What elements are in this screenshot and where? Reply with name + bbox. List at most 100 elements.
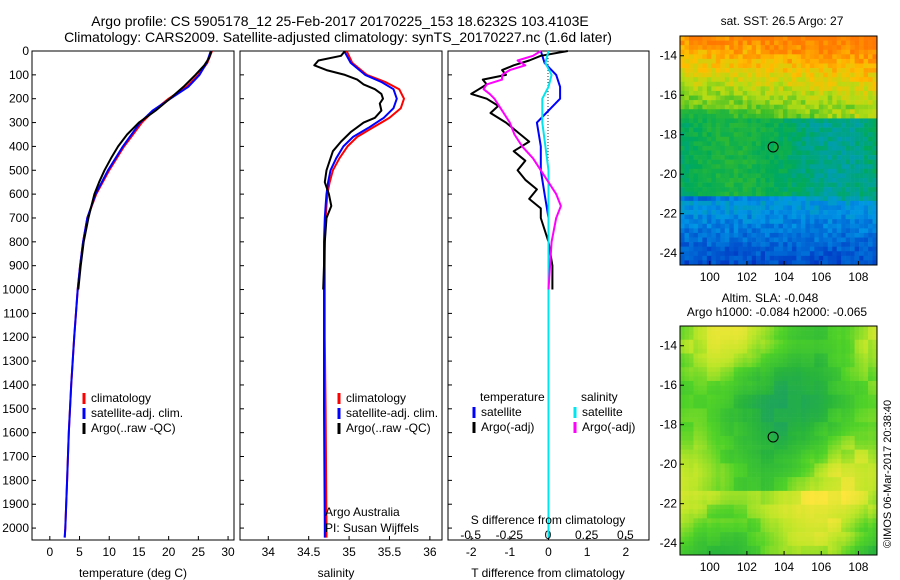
heatmap-cell <box>796 495 802 501</box>
heatmap-cell <box>680 367 685 373</box>
heatmap-cell <box>868 490 873 496</box>
heatmap-cell <box>818 232 824 238</box>
heatmap-cell <box>850 353 855 359</box>
heatmap-cell <box>805 486 811 492</box>
heatmap-cell <box>774 536 779 542</box>
heatmap-cell <box>782 426 788 432</box>
heatmap-cell <box>747 237 752 243</box>
heatmap-cell <box>706 380 712 386</box>
heatmap-cell <box>782 77 788 83</box>
heatmap-cell <box>868 440 873 446</box>
heatmap-cell <box>863 435 869 441</box>
heatmap-cell <box>782 237 788 243</box>
heatmap-cell <box>706 45 712 51</box>
heatmap-cell <box>850 260 855 266</box>
heatmap-cell <box>859 536 864 542</box>
heatmap-cell <box>778 504 784 510</box>
heatmap-cell <box>836 358 842 363</box>
heatmap-cell <box>854 68 860 73</box>
heatmap-cell <box>863 40 869 46</box>
heatmap-cell <box>778 251 784 257</box>
heatmap-cell <box>765 495 770 501</box>
figure-title-line1: Argo profile: CS 5905178_12 25-Feb-2017 … <box>91 13 588 29</box>
heatmap-cell <box>823 210 829 215</box>
heatmap-cell <box>859 385 864 391</box>
heatmap-cell <box>827 426 833 432</box>
heatmap-cell <box>729 123 735 128</box>
heatmap-cell <box>756 380 761 386</box>
heatmap-cell <box>765 155 770 160</box>
heatmap-cell <box>859 472 864 478</box>
heatmap-cell <box>818 376 824 382</box>
heatmap-cell <box>787 159 793 165</box>
heatmap-cell <box>809 454 815 460</box>
x-tick-label: 0 <box>46 545 53 559</box>
heatmap-cell <box>693 191 699 197</box>
heatmap-cell <box>769 72 775 78</box>
heatmap-cell <box>823 90 829 96</box>
heatmap-cell <box>800 36 806 41</box>
heatmap-cell <box>765 145 770 151</box>
heatmap-cell <box>796 536 802 542</box>
heatmap-cell <box>688 141 694 147</box>
heatmap-cell <box>827 449 833 455</box>
heatmap-cell <box>850 518 855 524</box>
heatmap-cell <box>791 403 797 409</box>
heatmap-cell <box>765 458 770 464</box>
heatmap-cell <box>684 49 690 55</box>
heatmap-cell <box>702 132 708 138</box>
heatmap-cell <box>706 36 712 41</box>
heatmap-cell <box>688 86 694 92</box>
heatmap-cell <box>868 196 873 202</box>
heatmap-cell <box>765 109 770 115</box>
heatmap-cell <box>818 509 824 515</box>
heatmap-cell <box>684 472 690 478</box>
heatmap-cell <box>742 255 748 261</box>
heatmap-cell <box>765 371 770 377</box>
heatmap-cell <box>724 353 730 359</box>
depth-axis: 0100200300400500600700800900100011001200… <box>2 44 36 535</box>
heatmap-cell <box>809 532 815 537</box>
heatmap-cell <box>724 463 730 469</box>
heatmap-cell <box>756 49 761 55</box>
heatmap-cell <box>733 68 739 73</box>
heatmap-cell <box>729 394 735 400</box>
heatmap-cell <box>738 155 743 160</box>
heatmap-cell <box>742 527 748 533</box>
heatmap-cell <box>850 45 855 51</box>
heatmap-cell <box>845 123 851 128</box>
heatmap-cell <box>688 123 694 128</box>
heatmap-cell <box>809 145 815 151</box>
heatmap-cell <box>751 187 757 193</box>
heatmap-cell <box>715 228 721 234</box>
heatmap-cell <box>751 339 757 345</box>
heatmap-cell <box>774 504 779 510</box>
heatmap-cell <box>796 132 802 138</box>
heatmap-cell <box>823 77 829 83</box>
heatmap-cell <box>729 196 735 202</box>
heatmap-cell <box>742 513 748 519</box>
heatmap-cell <box>769 260 775 266</box>
heatmap-cell <box>742 210 748 215</box>
heatmap-cell <box>823 367 829 373</box>
heatmap-cell <box>800 527 806 533</box>
heatmap-cell <box>715 458 721 464</box>
heatmap-cell <box>751 177 757 183</box>
heatmap-cell <box>814 431 820 437</box>
heatmap-cell <box>760 326 766 331</box>
heatmap-cell <box>868 376 873 382</box>
heatmap-cell <box>751 550 757 556</box>
heatmap-cell <box>827 164 833 170</box>
heatmap-cell <box>756 90 761 96</box>
heatmap-cell <box>684 228 690 234</box>
heatmap-cell <box>765 522 770 528</box>
heatmap-cell <box>738 536 743 542</box>
heatmap-cell <box>805 335 811 341</box>
heatmap-cell <box>760 164 766 170</box>
heatmap-cell <box>693 104 699 110</box>
heatmap-cell <box>818 219 824 225</box>
heatmap-cell <box>733 445 739 450</box>
heatmap-cell <box>845 159 851 165</box>
heatmap-cell <box>845 532 851 537</box>
heatmap-cell <box>756 326 761 331</box>
